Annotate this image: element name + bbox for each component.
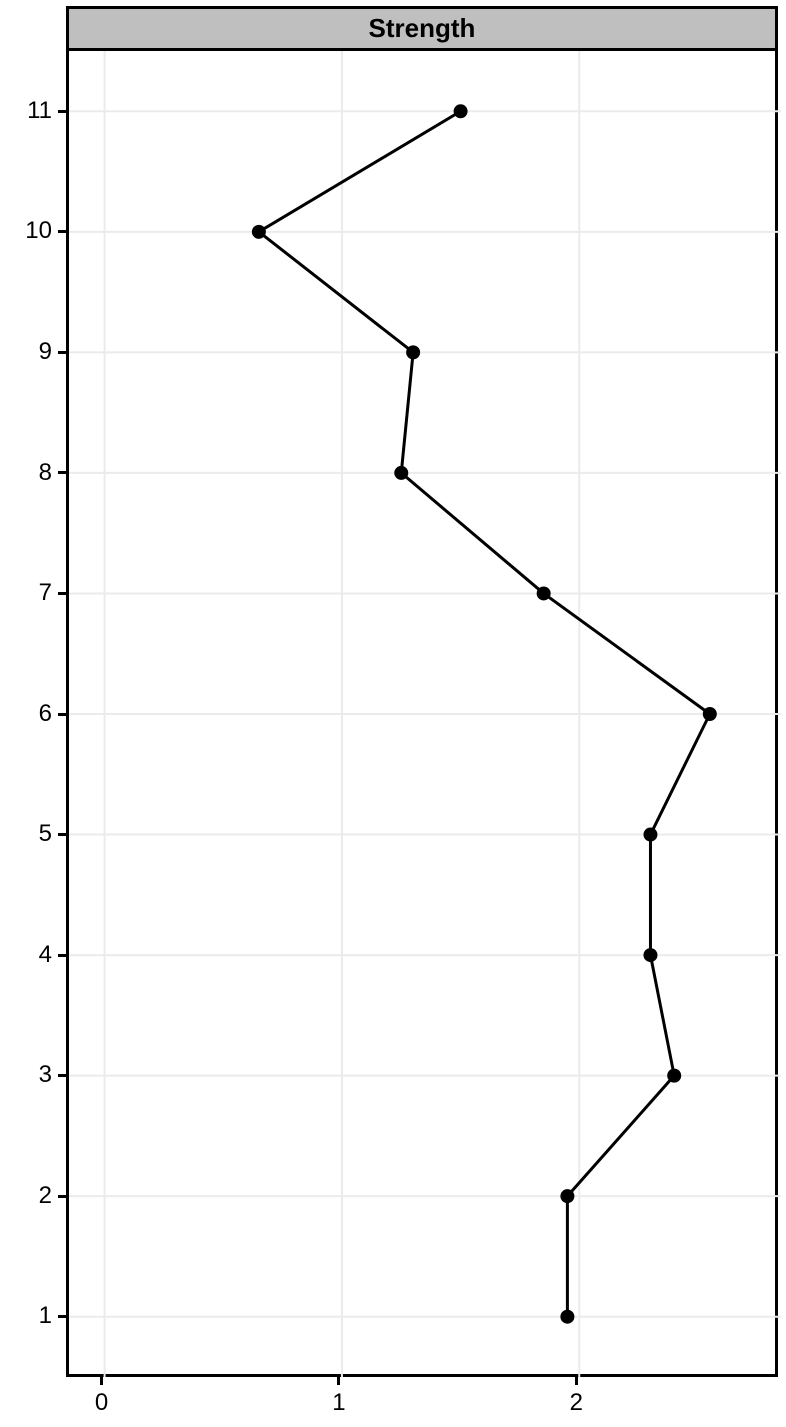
- data-point: [454, 104, 468, 118]
- y-tick-label: 6: [39, 700, 52, 728]
- data-point: [394, 466, 408, 480]
- y-tick-mark: [58, 1074, 66, 1077]
- plot-area: [66, 51, 778, 1377]
- data-point: [703, 707, 717, 721]
- x-tick-mark: [575, 1377, 578, 1385]
- plot-svg: [69, 51, 781, 1377]
- y-tick-label: 7: [39, 579, 52, 607]
- x-tick-mark: [337, 1377, 340, 1385]
- chart-title: Strength: [369, 13, 476, 44]
- data-point: [537, 586, 551, 600]
- y-tick-label: 11: [27, 97, 52, 125]
- chart-container: Strength 0 1 2 1 2 3 4 5 6 7 8 9 10 11: [0, 0, 786, 1427]
- y-tick-label: 3: [39, 1061, 52, 1089]
- y-tick-mark: [58, 351, 66, 354]
- y-tick-label: 9: [39, 338, 52, 366]
- y-tick-label: 2: [39, 1182, 52, 1210]
- y-tick-mark: [58, 1195, 66, 1198]
- data-point: [667, 1069, 681, 1083]
- x-tick-label: 0: [62, 1389, 142, 1417]
- y-tick-label: 10: [25, 217, 52, 245]
- y-tick-label: 1: [39, 1302, 52, 1330]
- y-tick-mark: [58, 1315, 66, 1318]
- y-tick-mark: [58, 110, 66, 113]
- y-tick-label: 5: [39, 820, 52, 848]
- data-point: [406, 345, 420, 359]
- data-point: [643, 828, 657, 842]
- x-tick-label: 1: [299, 1389, 379, 1417]
- x-tick-label: 2: [536, 1389, 616, 1417]
- y-tick-mark: [58, 954, 66, 957]
- data-point: [643, 948, 657, 962]
- y-tick-mark: [58, 592, 66, 595]
- data-point: [252, 225, 266, 239]
- y-tick-mark: [58, 230, 66, 233]
- data-point: [560, 1189, 574, 1203]
- x-tick-mark: [100, 1377, 103, 1385]
- y-tick-mark: [58, 833, 66, 836]
- y-tick-mark: [58, 471, 66, 474]
- y-tick-label: 8: [39, 459, 52, 487]
- chart-title-strip: Strength: [66, 6, 778, 51]
- y-tick-label: 4: [39, 941, 52, 969]
- data-point: [560, 1310, 574, 1324]
- y-tick-mark: [58, 713, 66, 716]
